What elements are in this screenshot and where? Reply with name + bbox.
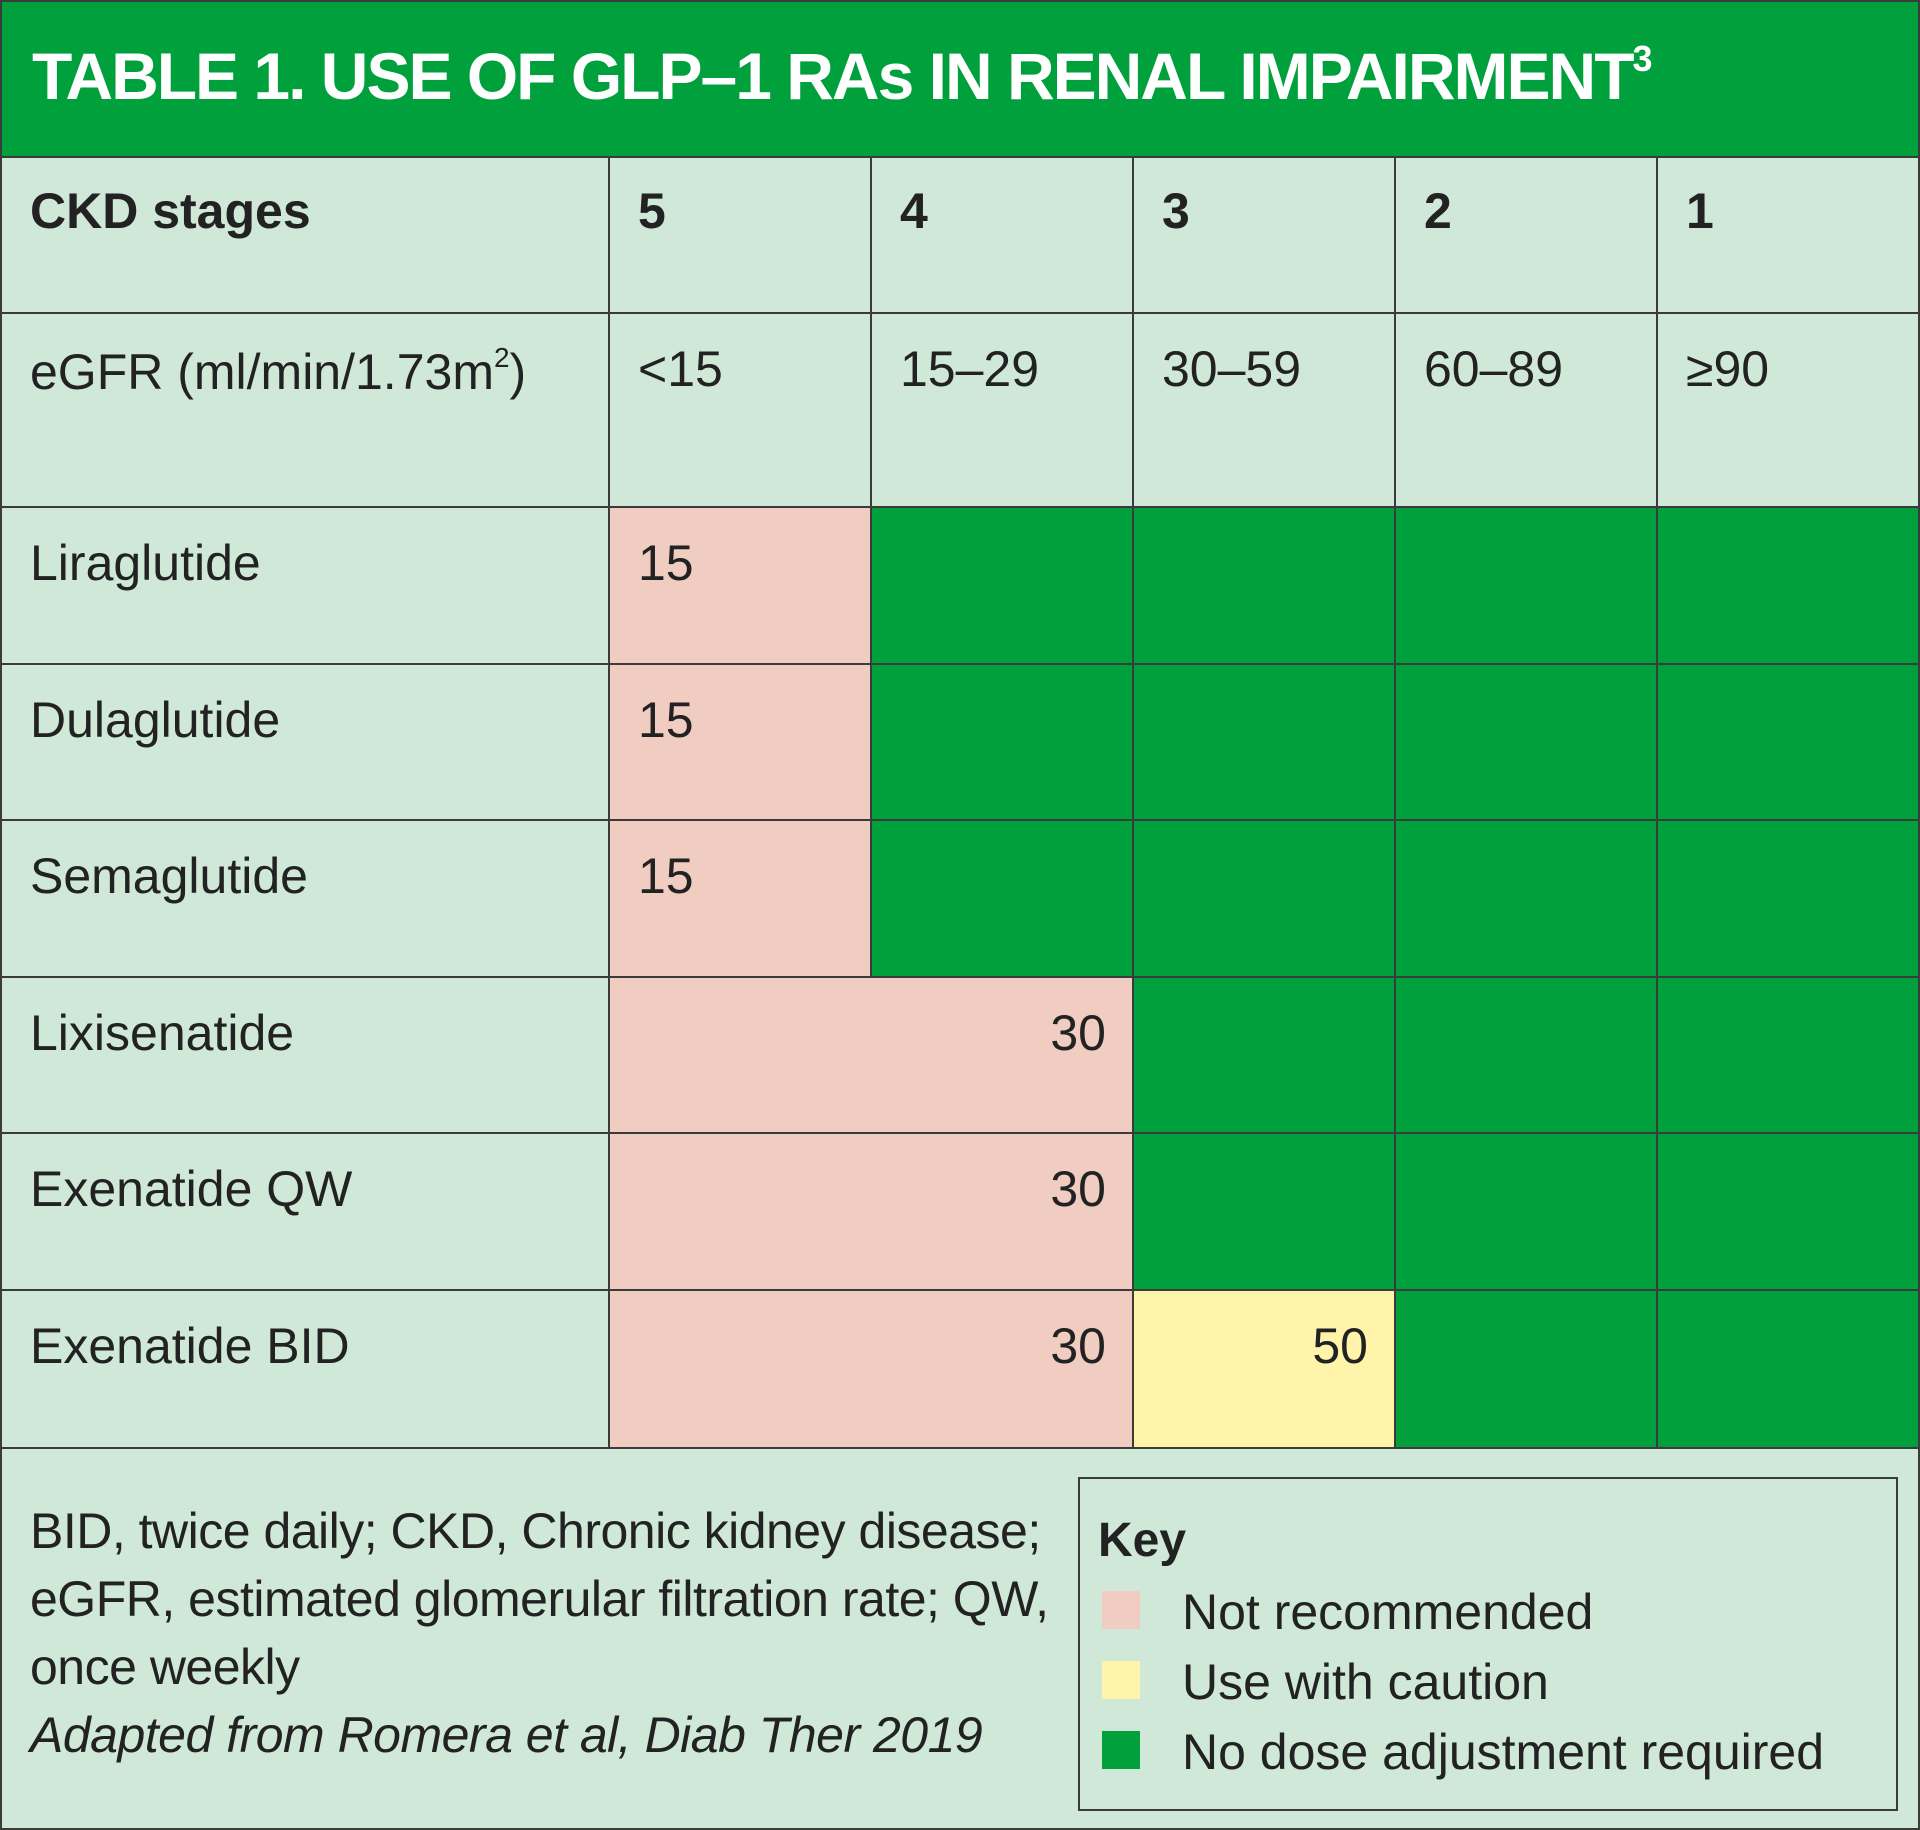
threshold-value: 15 [638,848,694,904]
drug-name-cell: Semaglutide [2,821,610,978]
no-dose-adjustment-cell [1658,1291,1918,1449]
stage-3-label: 3 [1162,183,1190,239]
no-dose-adjustment-cell [1658,508,1918,665]
drug-name-lixisenatide: Lixisenatide [30,1005,295,1061]
no-dose-adjustment-cell [1396,508,1658,665]
threshold-value: 15 [638,535,694,591]
not-recommended-cell: 15 [610,665,872,821]
title-bar: TABLE 1. USE OF GLP–1 RAs IN RENAL IMPAI… [2,2,1918,158]
drug-name-cell: Lixisenatide [2,978,610,1134]
stage-header-cell: 2 [1396,158,1658,314]
no-dose-adjustment-cell [1396,1291,1658,1449]
stage-header-cell: 5 [610,158,872,314]
table-footer: BID, twice daily; CKD, Chronic kidney di… [2,1449,1918,1828]
renal-impairment-table: CKD stages 5 4 3 2 1 eGFR (ml/min/1.73m2… [2,158,1918,1449]
stage-1-label: 1 [1686,183,1714,239]
egfr-value: 60–89 [1424,341,1564,397]
footnote: BID, twice daily; CKD, Chronic kidney di… [30,1497,1070,1769]
no-dose-adjustment-cell [1396,665,1658,821]
key-label: Use with caution [1182,1654,1549,1710]
no-dose-adjustment-cell [872,821,1134,978]
no-dose-adjustment-cell [1134,508,1396,665]
threshold-value: 15 [638,692,694,748]
threshold-value: 30 [1050,1005,1106,1061]
egfr-value-cell: 30–59 [1134,314,1396,508]
title-reference-superscript: 3 [1632,38,1653,79]
key-label: No dose adjustment required [1182,1724,1825,1780]
egfr-label-cell: eGFR (ml/min/1.73m2) [2,314,610,508]
no-dose-adjustment-cell [1134,978,1396,1134]
not-recommended-cell: 15 [610,508,872,665]
use-with-caution-cell: 50 [1134,1291,1396,1449]
drug-name-cell: Exenatide BID [2,1291,610,1449]
stage-header-cell: 4 [872,158,1134,314]
egfr-value-cell: 60–89 [1396,314,1658,508]
egfr-value-cell: ≥90 [1658,314,1918,508]
no-dose-adjustment-cell [872,508,1134,665]
stage-5-label: 5 [638,183,666,239]
no-dose-adjustment-cell [1658,1134,1918,1291]
key-legend: Key Not recommended Use with caution No … [1078,1477,1898,1811]
abbreviations-text: BID, twice daily; CKD, Chronic kidney di… [30,1503,1049,1695]
table-title: TABLE 1. USE OF GLP–1 RAs IN RENAL IMPAI… [32,38,1653,114]
no-dose-adjustment-cell [872,665,1134,821]
drug-name-cell: Dulaglutide [2,665,610,821]
egfr-value: 30–59 [1162,341,1302,397]
stage-header-cell: 3 [1134,158,1396,314]
no-dose-adjustment-cell [1134,665,1396,821]
drug-name-exenatide-qw: Exenatide QW [30,1161,353,1217]
drug-name-cell: Liraglutide [2,508,610,665]
drug-name-semaglutide: Semaglutide [30,848,308,904]
no-dose-adjustment-cell [1396,1134,1658,1291]
egfr-value: <15 [638,341,723,397]
egfr-label: eGFR (ml/min/1.73m2) [30,342,527,400]
egfr-value-cell: 15–29 [872,314,1134,508]
key-title: Key [1098,1514,1187,1567]
stage-2-label: 2 [1424,183,1452,239]
header-label-cell: CKD stages [2,158,610,314]
drug-name-exenatide-bid: Exenatide BID [30,1318,350,1374]
no-dose-adjustment-cell [1396,978,1658,1134]
use-with-caution-swatch [1102,1661,1140,1699]
stage-4-label: 4 [900,183,928,239]
egfr-label-text: eGFR (ml/min/1.73m [30,344,494,400]
egfr-value: ≥90 [1686,341,1770,397]
drug-name-cell: Exenatide QW [2,1134,610,1291]
drug-name-liraglutide: Liraglutide [30,535,261,591]
egfr-value-cell: <15 [610,314,872,508]
not-recommended-swatch [1102,1591,1140,1629]
table-title-text: TABLE 1. USE OF GLP–1 RAs IN RENAL IMPAI… [32,39,1635,113]
not-recommended-cell: 30 [610,1134,1134,1291]
no-dose-adjustment-cell [1658,665,1918,821]
ckd-stages-label: CKD stages [30,183,311,239]
no-dose-adjustment-cell [1658,978,1918,1134]
no-dose-adjustment-cell [1658,821,1918,978]
no-dose-adjustment-cell [1134,821,1396,978]
source-citation: Adapted from Romera et al, Diab Ther 201… [30,1707,983,1763]
key-label: Not recommended [1182,1584,1594,1640]
stage-header-cell: 1 [1658,158,1918,314]
no-dose-adjustment-swatch [1102,1731,1140,1769]
threshold-value: 30 [1050,1161,1106,1217]
threshold-value: 30 [1050,1318,1106,1374]
drug-name-dulaglutide: Dulaglutide [30,692,281,748]
no-dose-adjustment-cell [1396,821,1658,978]
egfr-label-close: ) [509,344,527,400]
no-dose-adjustment-cell [1134,1134,1396,1291]
egfr-value: 15–29 [900,341,1040,397]
not-recommended-cell: 30 [610,978,1134,1134]
caution-threshold-value: 50 [1312,1318,1368,1374]
not-recommended-cell: 30 [610,1291,1134,1449]
egfr-label-superscript: 2 [493,342,510,373]
not-recommended-cell: 15 [610,821,872,978]
